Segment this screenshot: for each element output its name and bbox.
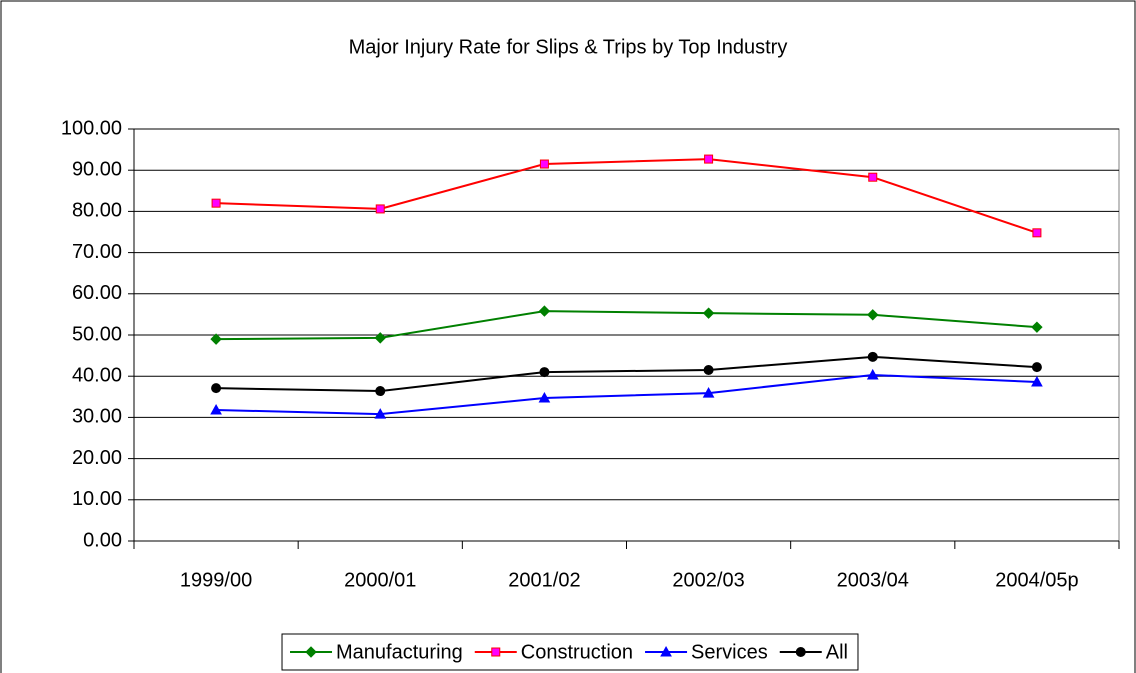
x-tick-label: 2000/01 xyxy=(344,569,416,591)
marker xyxy=(1031,375,1043,387)
marker xyxy=(867,309,879,321)
y-tick-label: 10.00 xyxy=(72,488,122,510)
marker xyxy=(660,645,672,657)
marker xyxy=(538,392,551,403)
x-tick-label: 2001/02 xyxy=(508,569,580,591)
y-tick-label: 60.00 xyxy=(72,282,122,304)
y-tick-label: 90.00 xyxy=(72,158,122,180)
marker xyxy=(211,383,222,394)
y-tick-label: 20.00 xyxy=(72,447,122,469)
marker xyxy=(1032,228,1042,238)
marker xyxy=(704,154,714,164)
marker xyxy=(868,172,878,182)
marker xyxy=(795,647,806,657)
legend-label: Manufacturing xyxy=(336,641,463,663)
legend-label: Construction xyxy=(521,641,633,663)
marker xyxy=(702,387,715,398)
marker xyxy=(210,403,222,415)
x-tick-label: 2002/03 xyxy=(672,569,744,591)
x-tick-label: 2003/04 xyxy=(837,569,909,591)
y-tick-label: 100.00 xyxy=(61,117,122,139)
series-line xyxy=(216,373,1037,416)
marker xyxy=(866,368,879,380)
series-line xyxy=(216,355,1037,393)
marker xyxy=(375,386,386,397)
series-line xyxy=(216,310,1037,341)
legend xyxy=(281,633,859,671)
marker xyxy=(491,647,501,657)
y-tick-label: 40.00 xyxy=(72,364,122,386)
marker xyxy=(210,333,222,345)
marker xyxy=(702,307,715,319)
legend-items: Manufacturing Construction Services All xyxy=(290,641,848,663)
marker xyxy=(538,305,551,317)
marker xyxy=(374,332,386,344)
marker xyxy=(305,646,317,658)
x-tick-label: 2004/05p xyxy=(995,569,1078,591)
y-tick-label: 50.00 xyxy=(72,323,122,345)
marker xyxy=(539,367,550,378)
legend-label: All xyxy=(826,641,848,663)
y-tick-label: 80.00 xyxy=(72,200,122,222)
marker xyxy=(867,351,878,362)
marker xyxy=(374,408,387,419)
y-tick-label: 30.00 xyxy=(72,406,122,428)
marker xyxy=(703,365,714,376)
marker xyxy=(1031,362,1042,373)
y-tick-label: 70.00 xyxy=(72,241,122,263)
marker xyxy=(375,204,385,214)
series-line xyxy=(216,158,1038,234)
marker xyxy=(1031,321,1043,333)
legend-label: Services xyxy=(691,641,768,663)
chart-title: Major Injury Rate for Slips & Trips by T… xyxy=(349,36,788,58)
marker xyxy=(539,159,549,169)
x-tick-label: 1999/00 xyxy=(180,569,252,591)
y-tick-label: 0.00 xyxy=(83,529,122,551)
marker xyxy=(211,198,221,208)
